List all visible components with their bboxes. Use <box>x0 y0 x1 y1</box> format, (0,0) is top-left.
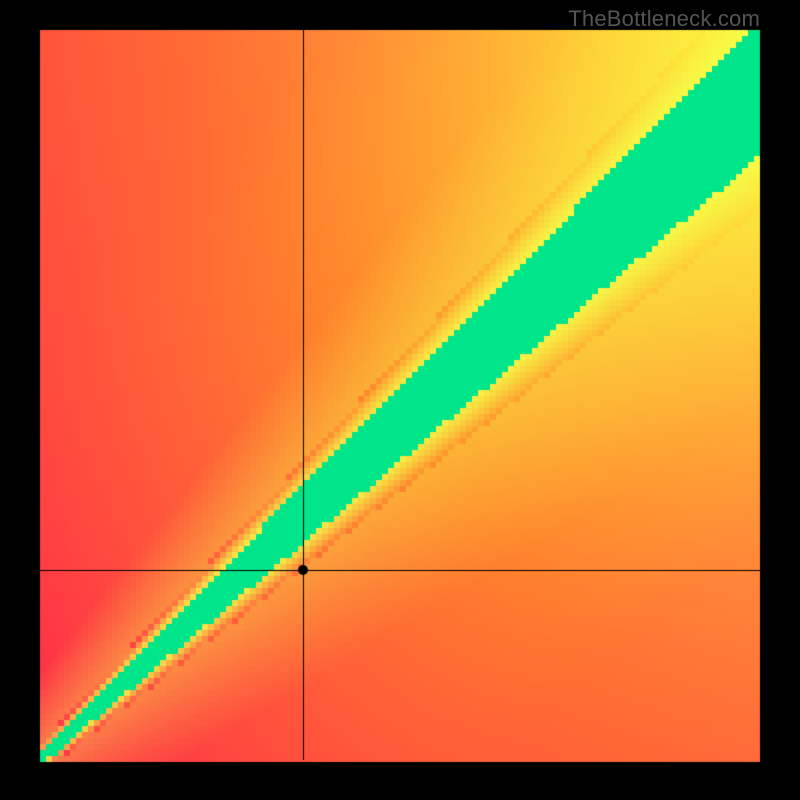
chart-frame: TheBottleneck.com <box>0 0 800 800</box>
bottleneck-heatmap <box>0 0 800 800</box>
watermark-text: TheBottleneck.com <box>568 6 760 32</box>
